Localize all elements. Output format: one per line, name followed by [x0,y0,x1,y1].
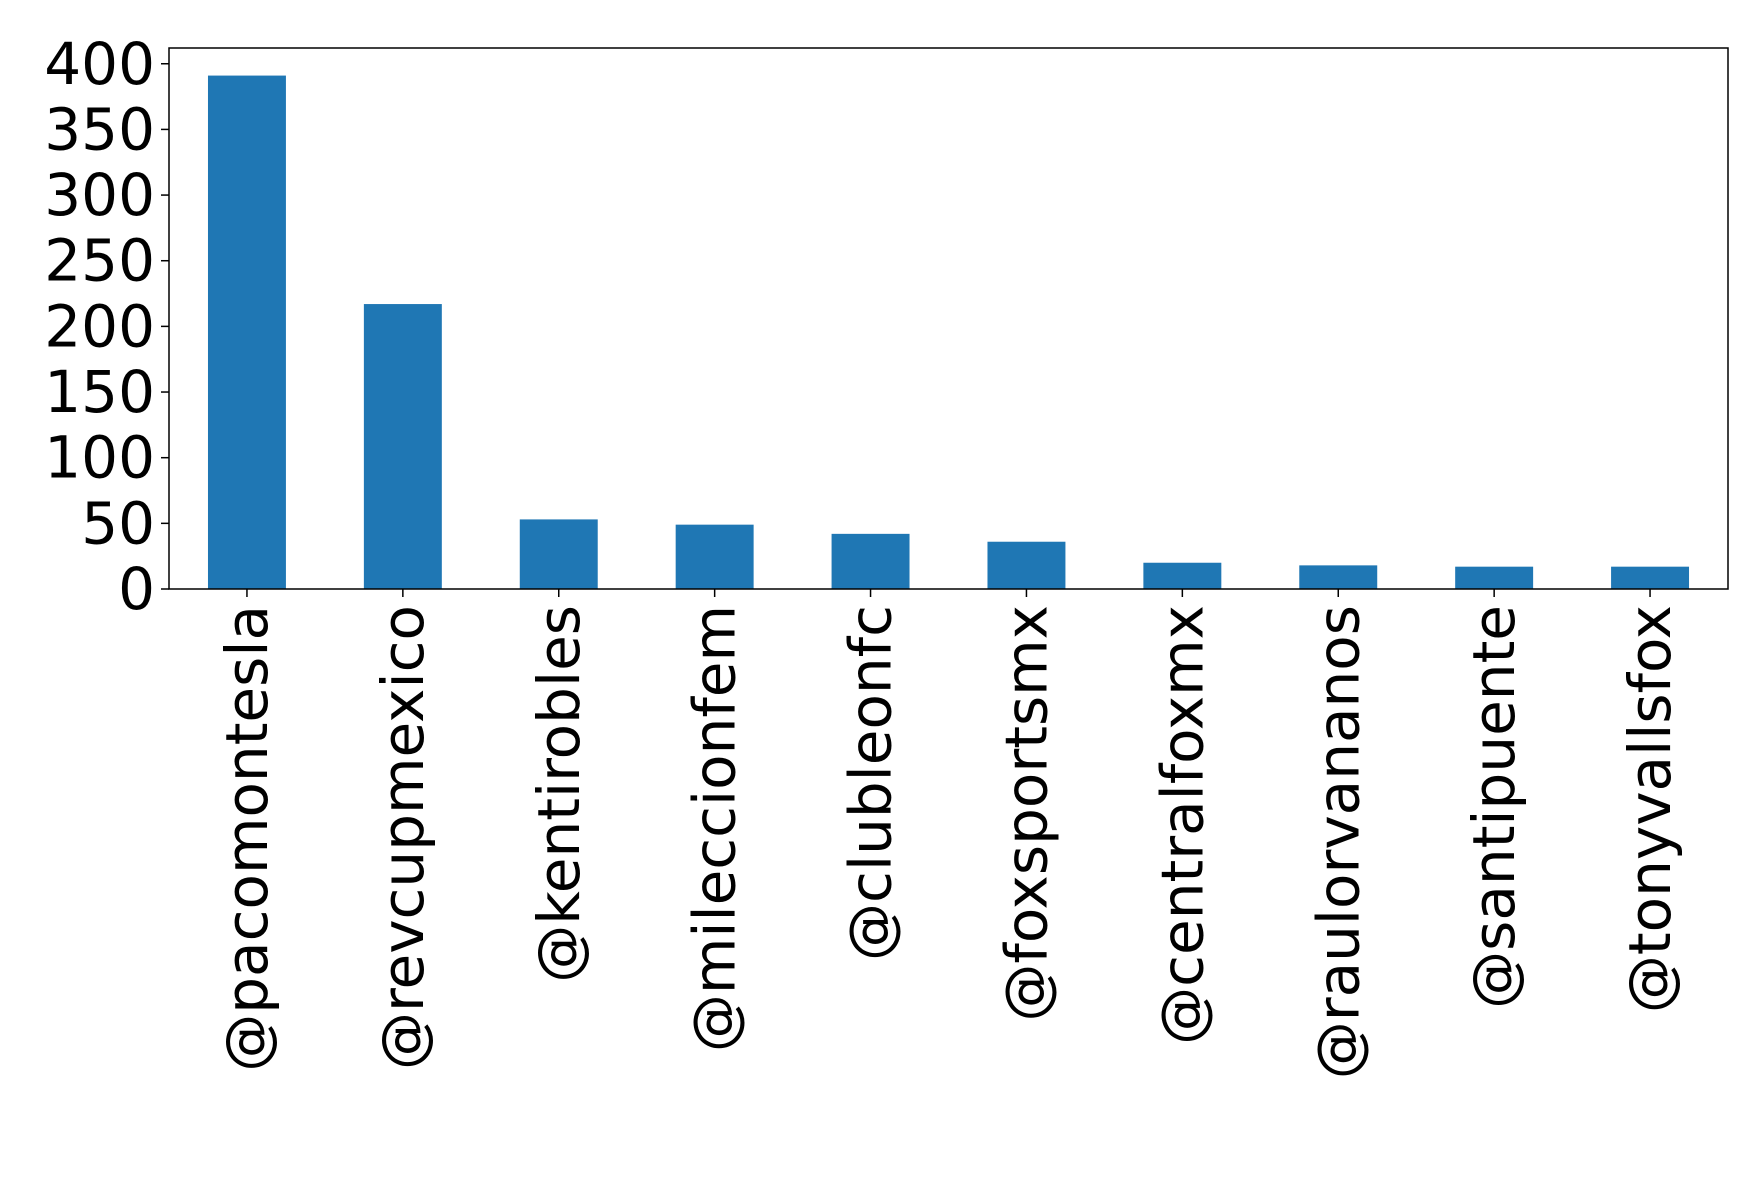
x-tick-label: @foxsportsmx [992,605,1060,1022]
bar-pacomontesla [207,75,286,589]
bar-raulorvananos [1299,565,1378,589]
y-tick-label: 300 [44,161,155,229]
x-tick-label: @raulorvananos [1304,605,1372,1079]
bar-mileccionfem [675,524,754,589]
bar-santipuente [1455,566,1534,589]
x-tick-label: @mileccionfem [681,605,749,1052]
bar-clubleonfc [831,533,910,589]
y-tick-label: 150 [44,358,155,426]
y-tick-label: 350 [44,95,155,163]
x-tick-label: @revcupmexico [369,605,437,1070]
x-tick-label: @kentirobles [525,605,593,983]
y-tick-label: 400 [44,30,155,98]
x-tick-label: @santipuente [1460,605,1528,1009]
y-tick-label: 50 [81,489,155,557]
x-tick-label: @tonyvallsfox [1616,605,1684,1013]
plot-area-frame [168,47,1729,590]
bars-layer [207,75,1690,589]
x-tick-label: @clubleonfc [837,605,905,961]
x-axis: @pacomontesla @revcupmexico @kentirobles @m… [213,589,1684,1079]
bar-tonyvallsfox [1611,566,1690,589]
bar-foxsportsmx [987,541,1066,589]
y-tick-label: 100 [44,424,155,492]
x-tick-label: @centralfoxmx [1148,605,1216,1045]
y-tick-label: 250 [44,227,155,295]
bar-kentirobles [519,519,598,589]
x-tick-label: @pacomontesla [213,605,281,1072]
y-tick-label: 0 [118,555,155,623]
y-tick-label: 200 [44,292,155,360]
bar-revcupmexico [363,304,442,589]
bar-centralfoxmx [1143,562,1222,589]
